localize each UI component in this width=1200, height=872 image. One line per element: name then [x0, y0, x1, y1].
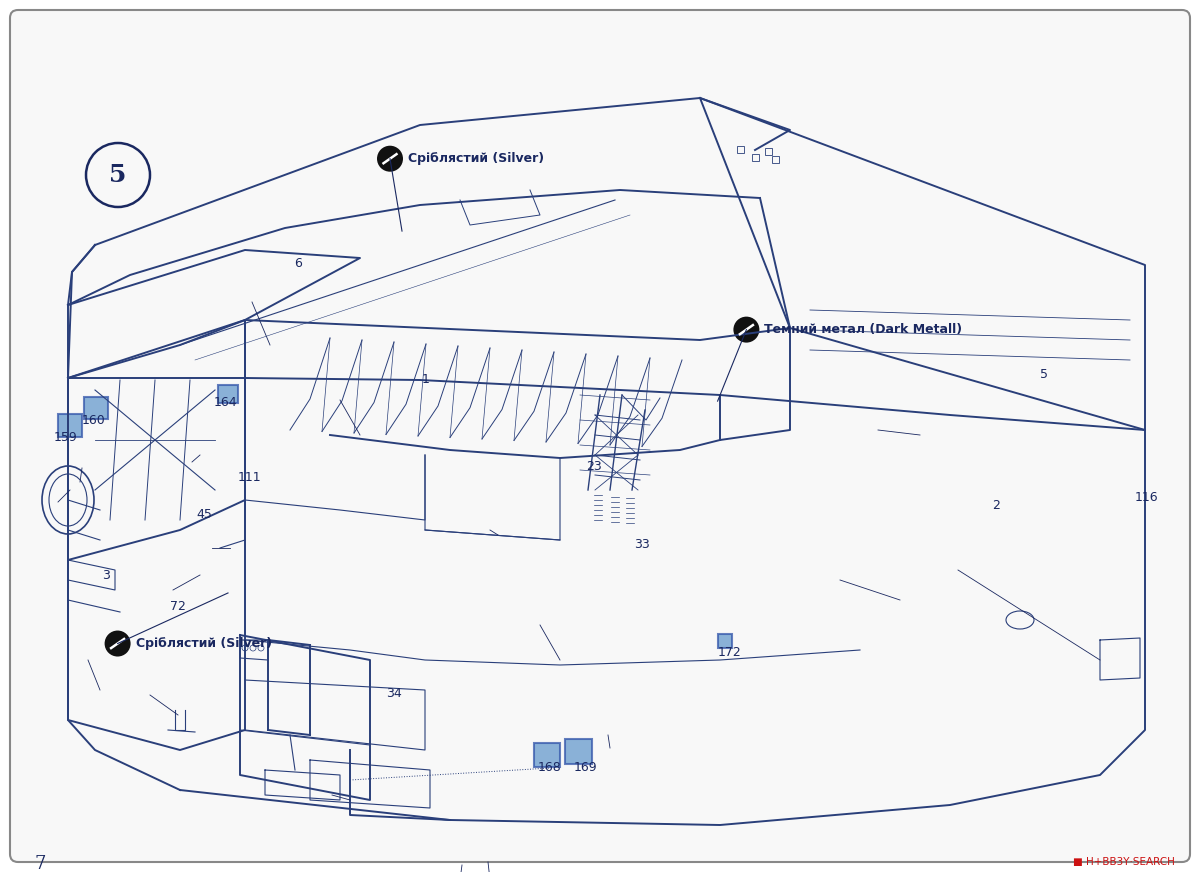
Text: 3: 3 [102, 569, 109, 582]
Text: 72: 72 [169, 600, 186, 612]
Bar [84, 397, 108, 419]
Text: 45: 45 [196, 508, 212, 521]
Bar [772, 156, 779, 163]
Text: 5: 5 [1040, 369, 1048, 381]
Circle shape [86, 143, 150, 207]
Text: Сріблястий (Silver): Сріблястий (Silver) [136, 637, 271, 650]
Text: 169: 169 [574, 761, 598, 773]
Text: 116: 116 [1134, 491, 1158, 503]
Text: 160: 160 [82, 414, 106, 426]
Text: 168: 168 [538, 761, 562, 773]
Text: Сріблястий (Silver): Сріблястий (Silver) [408, 153, 544, 165]
Text: 1: 1 [422, 373, 430, 385]
Text: Темний метал (Dark Metall): Темний метал (Dark Metall) [764, 324, 962, 336]
Circle shape [104, 630, 131, 657]
Text: 6: 6 [294, 257, 301, 269]
Text: 7: 7 [35, 855, 47, 872]
Circle shape [377, 146, 403, 172]
Bar [218, 385, 238, 403]
Text: 172: 172 [718, 646, 742, 658]
Text: 2: 2 [992, 500, 1000, 512]
Text: 23: 23 [586, 460, 602, 473]
Circle shape [733, 317, 760, 343]
Text: 111: 111 [238, 472, 262, 484]
Text: 33: 33 [634, 539, 650, 551]
Bar [752, 154, 760, 161]
Bar [534, 743, 560, 767]
Text: 164: 164 [214, 397, 238, 409]
Bar [58, 414, 82, 437]
Text: 159: 159 [54, 432, 78, 444]
FancyBboxPatch shape [10, 10, 1190, 862]
Text: 5: 5 [109, 163, 127, 187]
Bar [718, 634, 732, 648]
Bar [565, 739, 592, 764]
Text: 34: 34 [385, 687, 402, 699]
Bar [766, 148, 772, 155]
Bar [737, 146, 744, 153]
Text: ■ H+BB3Y·SEARCH: ■ H+BB3Y·SEARCH [1073, 857, 1175, 867]
